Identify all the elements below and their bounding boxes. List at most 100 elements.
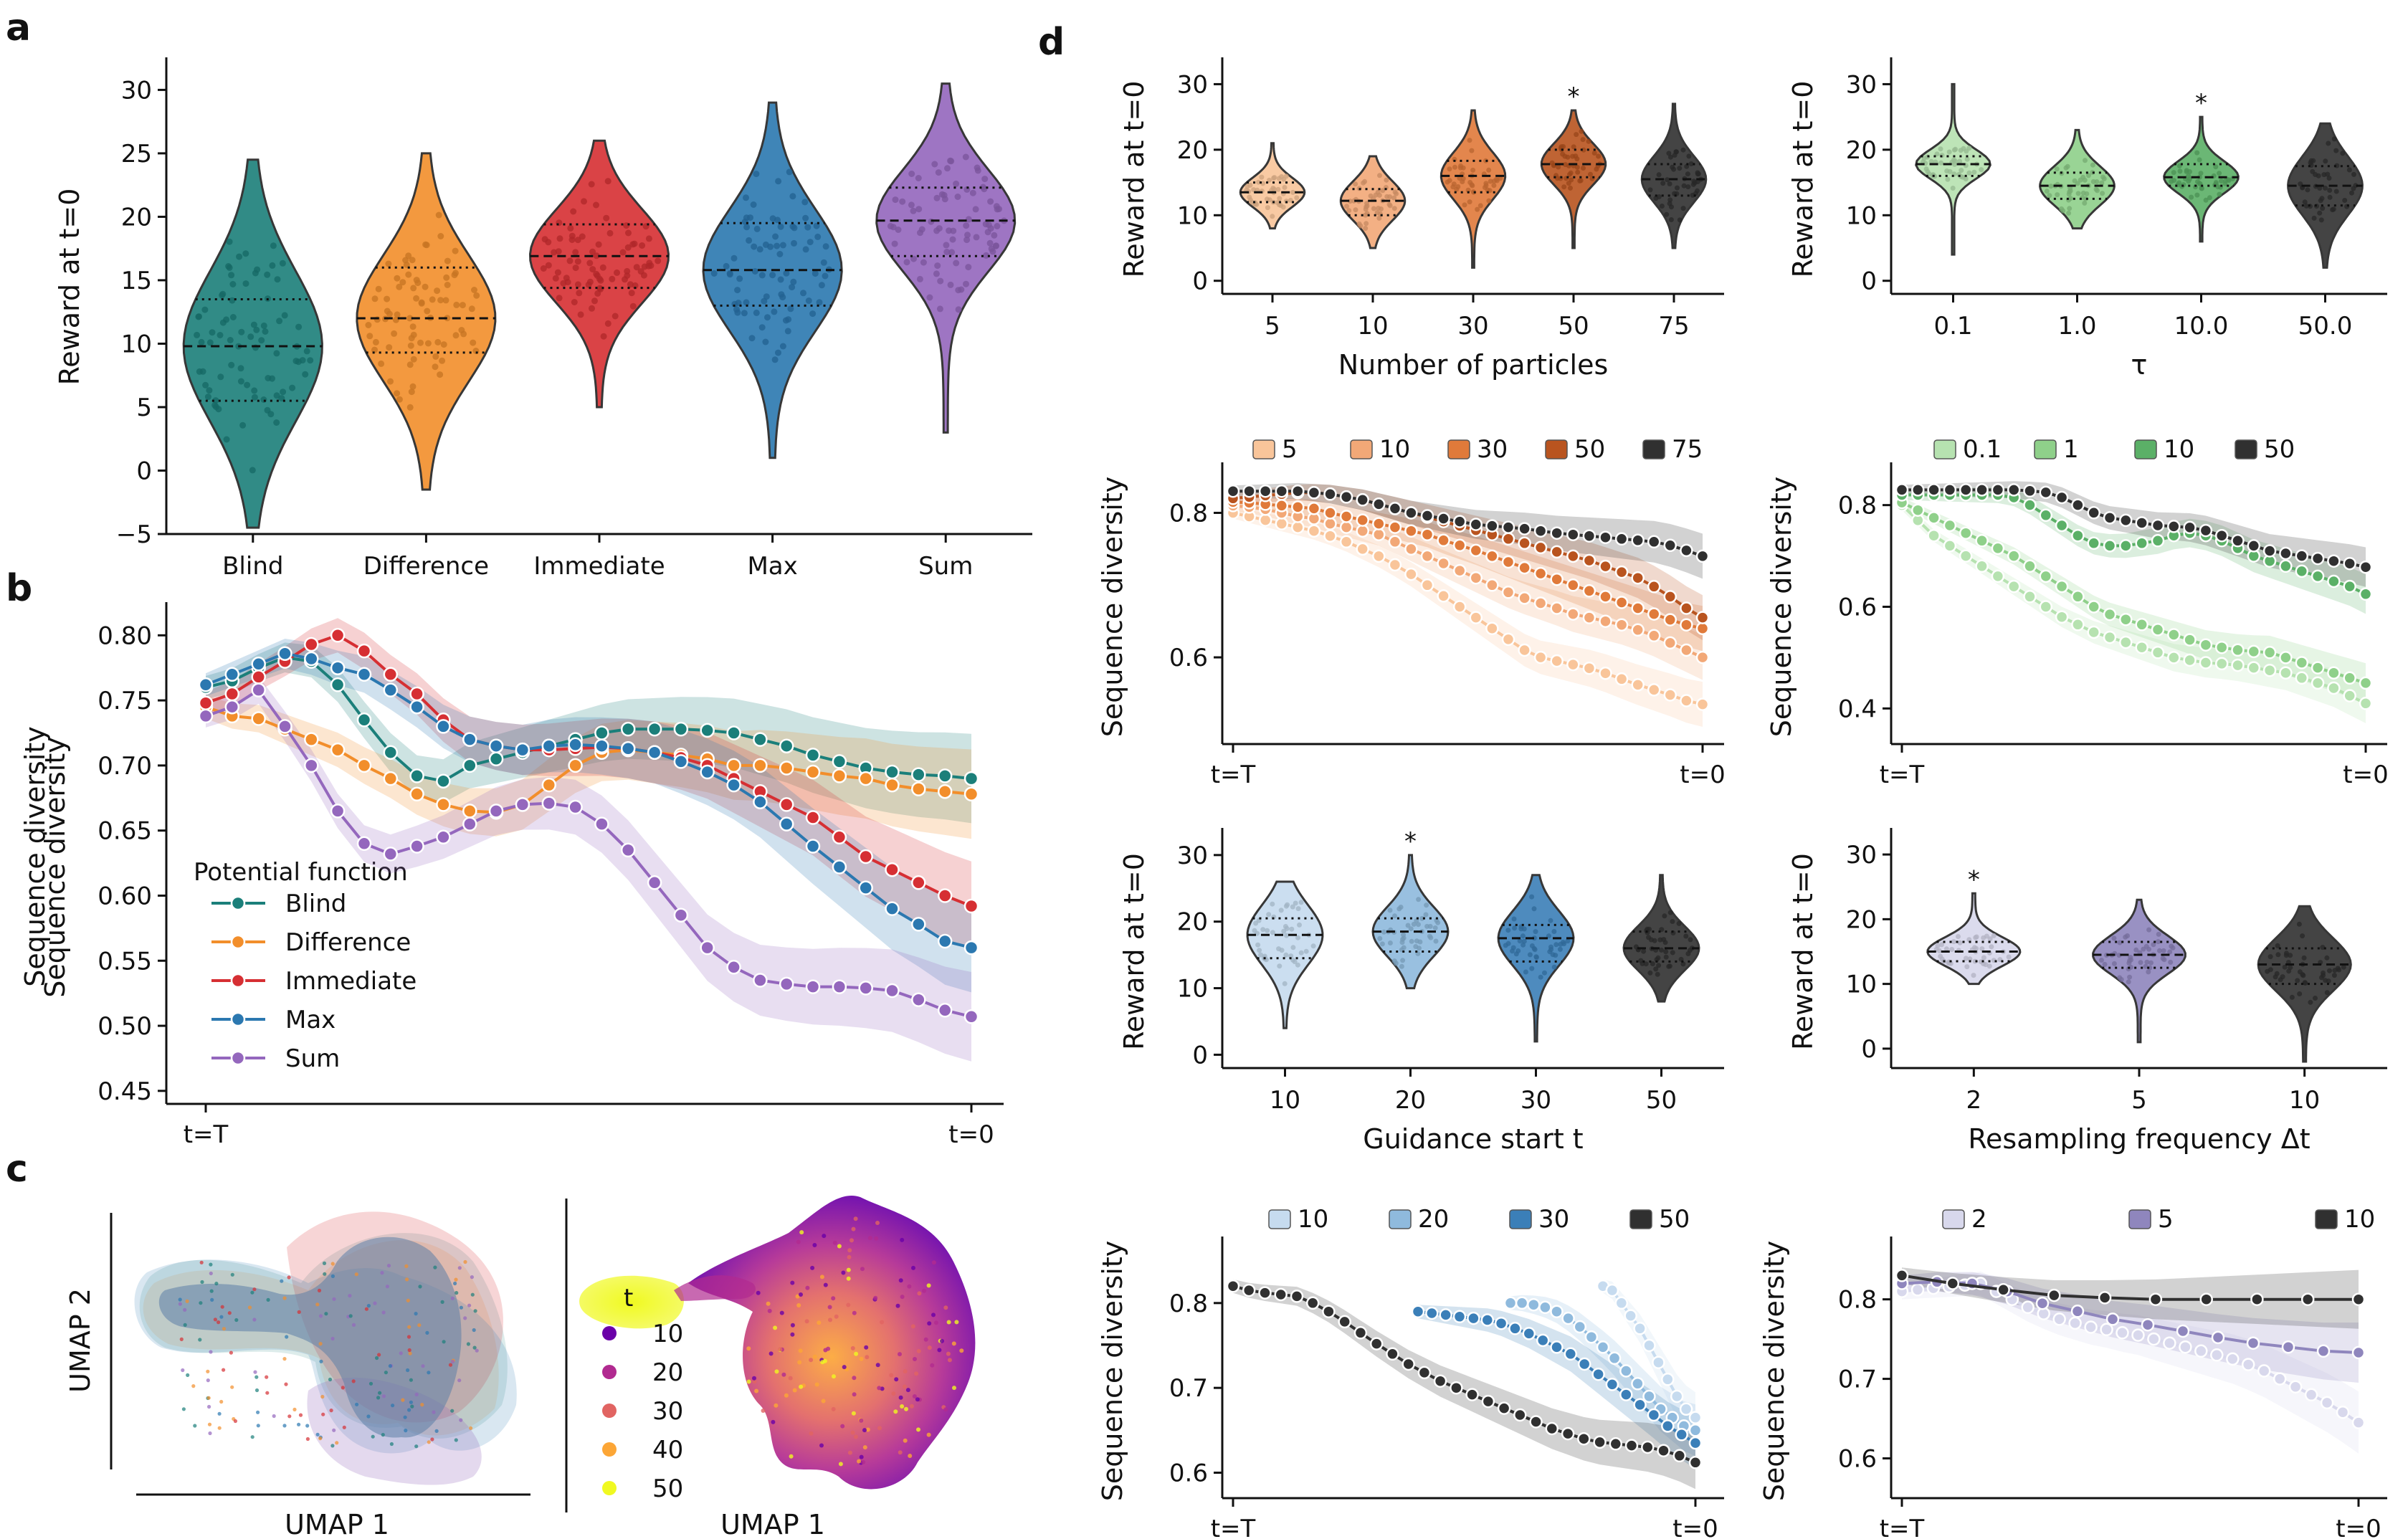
chart-d-start-reward-ytick-label: 20 (1177, 908, 1208, 937)
chart-a-point (267, 411, 275, 418)
chart-d-tau-diversity-point-50 (2023, 484, 2037, 498)
chart-d-start-diversity-point-20 (1538, 1300, 1552, 1315)
umap-speckle (828, 1318, 832, 1323)
chart-d-start-diversity-point-30 (1619, 1388, 1633, 1401)
chart-a-point (594, 290, 601, 297)
umap-speckle (859, 1418, 864, 1423)
chart-d-particles-reward-xtick-75: 75 (1658, 312, 1689, 340)
chart-a-point (556, 235, 563, 242)
chart-d-particles-reward-point (1271, 186, 1277, 192)
chart-a-point (586, 278, 594, 285)
chart-d-tau-reward-point (1938, 146, 1943, 152)
chart-d-tau-reward-point (2067, 206, 2073, 211)
chart-d-freq-reward-point (2160, 956, 2166, 961)
umap-speckle (898, 1395, 903, 1400)
chart-d-freq-diversity-point-2 (2210, 1348, 2224, 1362)
umap-speckle (891, 1391, 896, 1396)
chart-d-tau-reward-point (2186, 178, 2192, 184)
chart-a-point (624, 267, 631, 275)
chart-a-point (384, 295, 391, 302)
chart-b-point-Max (356, 667, 372, 682)
chart-d-freq-diversity-point-2 (2116, 1326, 2129, 1340)
chart-d-particles-diversity-point-30 (1631, 601, 1645, 615)
chart-d-tau-reward-xtick-0.1: 0.1 (1933, 312, 1972, 340)
umap-speckle (952, 1386, 956, 1391)
chart-d-start-reward-point (1265, 928, 1270, 933)
chart-d-particles-diversity-point-5 (1582, 661, 1596, 675)
chart-d-start-reward-point (1379, 941, 1385, 947)
umap-speckle (819, 1274, 824, 1280)
chart-d-particles-diversity-point-75 (1695, 549, 1710, 563)
chart-d-tau-reward-points-50.0 (2298, 136, 2359, 223)
chart-a-point (769, 272, 776, 279)
chart-d-tau-diversity-point-50 (1959, 483, 1973, 497)
chart-d-tau-diversity-point-0.1 (2039, 600, 2053, 614)
chart-b-point-Immediate (356, 643, 372, 659)
chart-b-point-Sum (488, 804, 504, 819)
chart-d-freq-reward-point (2006, 954, 2012, 960)
umap-speckle (911, 1265, 915, 1270)
chart-a-point (237, 378, 244, 385)
chart-d-particles-diversity-point-10 (1695, 650, 1710, 664)
chart-d-particles-diversity-point-50 (1566, 549, 1580, 563)
chart-a-point (572, 265, 579, 272)
chart-a-point (953, 180, 960, 187)
chart-d-particles-reward-point (1556, 164, 1561, 170)
chart-a-point (949, 236, 956, 243)
umap-speckle (873, 1295, 878, 1300)
chart-a-point (974, 164, 981, 171)
umap-speckle (217, 1411, 222, 1416)
chart-a-ytick-label: 25 (121, 140, 152, 168)
chart-a-point (262, 328, 269, 335)
chart-b-point-Difference (805, 764, 821, 780)
chart-a-violin-Blind (182, 158, 323, 529)
chart-d-particles-reward-point (1380, 188, 1386, 194)
chart-d-tau-diversity-legend-label-50: 50 (2264, 435, 2295, 464)
chart-a-point (814, 233, 822, 240)
chart-d-tau-reward-points-0.1 (1921, 146, 1984, 191)
chart-a-point (789, 284, 796, 291)
chart-d-tau-reward-point (2319, 196, 2325, 201)
chart-d-freq-diversity-point-5 (2176, 1324, 2190, 1338)
umap-speckle (414, 1392, 419, 1396)
chart-d-particles-diversity-point-75 (1291, 484, 1305, 498)
chart-d-start-diversity-point-20 (1584, 1330, 1599, 1344)
chart-b-point-Max (832, 859, 847, 875)
chart-b-point-Max (620, 741, 636, 756)
panel-b-legend-label-Max: Max (285, 1006, 335, 1034)
chart-d-tau-reward-point (2333, 189, 2339, 194)
umap-speckle (209, 1289, 214, 1293)
umap-speckle (381, 1433, 385, 1437)
umap-speckle (752, 1379, 757, 1384)
chart-d-tau-diversity-point-10 (2119, 539, 2133, 553)
umap-speckle (209, 1262, 213, 1267)
umap-speckle (305, 1436, 310, 1442)
chart-d-particles-diversity-point-5 (1323, 529, 1337, 543)
chart-d-tau-diversity-legend: 0.1 1 10 50 (1933, 435, 2295, 464)
chart-d-tau-diversity-point-50 (2262, 544, 2277, 558)
umap-speckle (351, 1323, 356, 1327)
chart-d-freq-reward-point (2331, 973, 2337, 978)
chart-d-tau-diversity-point-50 (1975, 483, 1989, 497)
chart-d-start-reward-point (1284, 925, 1290, 931)
chart-a-point (800, 290, 806, 297)
chart-d-particles-diversity-point-5 (1437, 589, 1450, 603)
chart-a-point (204, 394, 211, 401)
chart-a-point (777, 223, 784, 230)
chart-d-particles-reward-ytick-label: 10 (1177, 201, 1208, 230)
chart-d-freq-reward-point (1991, 933, 1997, 938)
chart-b-point-Difference (568, 758, 583, 773)
umap-speckle (940, 1338, 944, 1343)
chart-d-particles-reward-violin-75 (1640, 103, 1708, 249)
chart-d-start-diversity-point-50 (1465, 1388, 1479, 1401)
umap-speckle (207, 1404, 211, 1409)
chart-a-point (403, 261, 410, 268)
chart-d-start-reward-point (1647, 970, 1653, 976)
chart-a-point (993, 242, 999, 249)
chart-a-point (822, 272, 829, 280)
chart-d-particles-reward-point (1675, 185, 1680, 191)
umap-speckle (851, 1411, 856, 1416)
chart-d-particles-diversity-point-10 (1599, 614, 1612, 628)
chart-d-freq-diversity-point-2 (2179, 1340, 2192, 1354)
chart-a-point (625, 229, 632, 237)
